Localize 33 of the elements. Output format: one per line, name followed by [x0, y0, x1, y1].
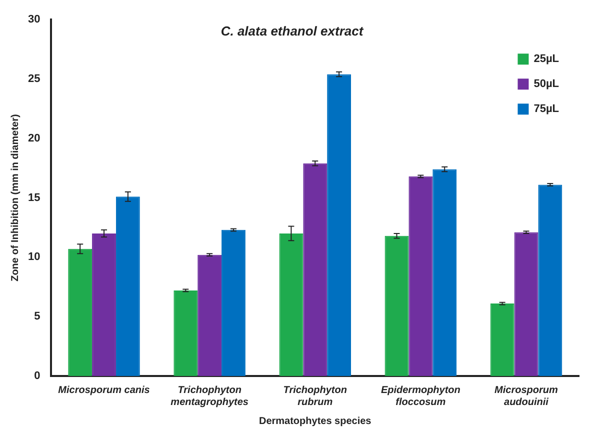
bar	[408, 176, 433, 376]
bar	[303, 163, 328, 376]
y-tick-label: 10	[28, 251, 40, 264]
bar	[538, 184, 562, 376]
y-tick-label: 0	[34, 370, 40, 382]
y-tick-label: 30	[28, 14, 40, 26]
bar	[68, 248, 92, 376]
bar	[198, 254, 222, 376]
bar	[92, 233, 116, 376]
x-tick-label: Microsporum canis	[58, 384, 150, 396]
x-tick-label: Trichophyton rubrum	[283, 384, 347, 408]
x-tick-label: Epidermophyton floccosum	[380, 384, 460, 408]
chart-title: C. alata ethanol extract	[220, 23, 364, 38]
bar	[116, 196, 140, 376]
y-tick-label: 20	[28, 132, 40, 144]
bar	[327, 74, 352, 376]
x-tick-label: Microsporum audouinii	[494, 384, 558, 408]
legend-label: 25µL	[534, 53, 560, 66]
legend-label: 50µL	[534, 78, 560, 90]
x-axis-title: Dermatophytes species	[258, 416, 372, 427]
x-tick-label: Trichophyton mentagrophytes	[170, 384, 249, 408]
bar	[174, 290, 198, 376]
legend-label: 75µL	[534, 103, 560, 116]
bar	[222, 230, 246, 376]
bar	[279, 233, 304, 376]
y-tick-label: 15	[28, 192, 40, 204]
bar	[384, 236, 409, 376]
bar	[514, 232, 538, 376]
bar	[432, 169, 457, 376]
bar	[490, 304, 514, 376]
y-tick-label: 5	[34, 310, 40, 323]
y-tick-label: 25	[28, 73, 40, 86]
y-axis-title: Zone of Inhibition (mm in diameter)	[10, 114, 21, 282]
